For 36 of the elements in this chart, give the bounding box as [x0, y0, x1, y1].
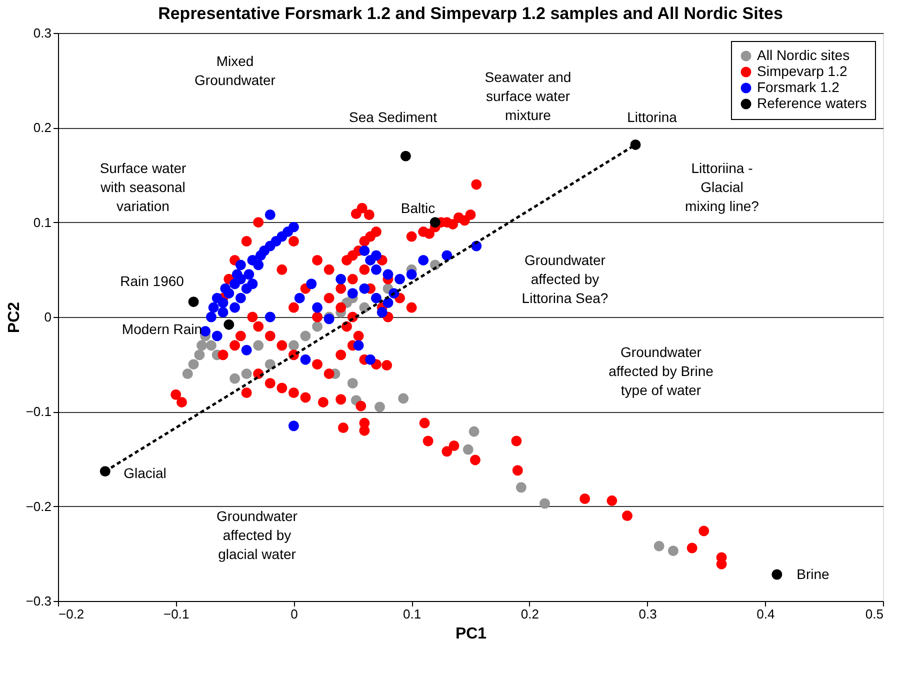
annotation: Mixed Groundwater: [194, 53, 276, 88]
chart-title: Representative Forsmark 1.2 and Simpevarp 1.2 samples and All Nordic Sites: [158, 4, 783, 23]
y-tick-label: −0.2: [26, 498, 52, 514]
x-tick-label: −0.2: [58, 606, 84, 622]
y-tick-label: −0.1: [26, 404, 52, 420]
x-tick-label: 0.2: [520, 606, 539, 622]
annotation: Littorina: [627, 109, 678, 125]
y-tick-label: 0.2: [33, 120, 52, 136]
annotation: Sea Sediment: [349, 109, 438, 125]
y-tick-label: 0.1: [33, 214, 52, 230]
legend-label: All Nordic sites: [757, 47, 850, 63]
annotation: Surface water with seasonal variation: [100, 160, 187, 214]
x-tick-label: 0.4: [756, 606, 775, 622]
legend-label: Forsmark 1.2: [757, 79, 840, 95]
y-axis-title: PC2: [6, 302, 23, 334]
y-tick-label: 0.3: [33, 26, 52, 40]
annotation: Groundwater affected by Littorina Sea?: [522, 252, 608, 306]
y-tick-label: 0: [44, 310, 52, 324]
legend-label: Simpevarp 1.2: [757, 63, 848, 79]
x-tick-label: 0.5: [865, 606, 884, 622]
annotation: Brine: [796, 566, 830, 582]
annotation: Littoriina - Glacial mixing line?: [685, 160, 760, 214]
x-tick-label: 0: [290, 606, 298, 622]
x-tick-label: −0.1: [164, 606, 190, 622]
x-tick-label: 0.3: [638, 606, 657, 622]
annotation: Modern Rain: [122, 321, 202, 337]
x-axis-title: PC1: [455, 626, 487, 642]
annotation: Rain 1960: [120, 273, 184, 289]
y-tick-label: −0.3: [26, 594, 52, 608]
x-tick-label: 0.1: [403, 606, 422, 622]
annotation: Baltic: [400, 200, 436, 216]
annotation: Groundwater affected by glacial water: [216, 508, 298, 562]
annotation: Groundwater affected by Brine type of water: [608, 344, 714, 398]
legend-label: Reference waters: [757, 95, 867, 111]
annotation: Seawater and surface water mixture: [484, 69, 572, 123]
annotation: Glacial: [124, 465, 166, 481]
